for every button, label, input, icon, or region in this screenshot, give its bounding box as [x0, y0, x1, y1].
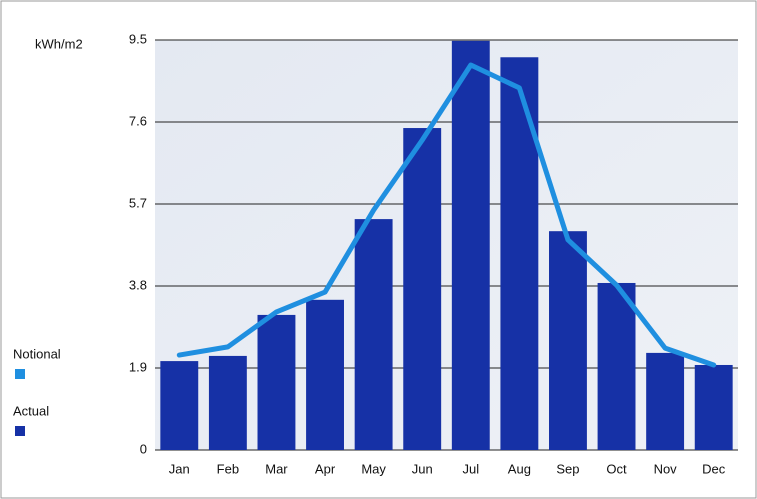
- y-tick-label: 9.5: [129, 31, 147, 46]
- legend-label: Actual: [13, 403, 49, 418]
- x-tick-label: Aug: [508, 461, 531, 476]
- bar: [403, 128, 442, 450]
- x-tick-label: May: [361, 461, 386, 476]
- bar: [257, 314, 296, 450]
- bar: [694, 364, 733, 450]
- y-tick-label: 3.8: [129, 277, 147, 292]
- bar: [500, 57, 539, 451]
- x-tick-label: Sep: [556, 461, 579, 476]
- bar: [306, 299, 344, 450]
- y-axis-label: kWh/m2: [35, 36, 83, 51]
- y-tick-label: 1.9: [129, 359, 147, 374]
- x-tick-label: Nov: [654, 461, 678, 476]
- bar: [451, 40, 490, 450]
- x-tick-label: Mar: [265, 461, 288, 476]
- bar: [597, 282, 636, 450]
- legend-swatch: [15, 369, 25, 379]
- plot-area: [155, 40, 738, 450]
- x-tick-label: Feb: [217, 461, 239, 476]
- y-tick-label: 0: [140, 441, 147, 456]
- legend-swatch: [15, 426, 25, 436]
- bar: [549, 231, 587, 450]
- x-tick-label: Apr: [315, 461, 336, 476]
- bar: [646, 352, 685, 450]
- x-tick-label: Dec: [702, 461, 726, 476]
- legend-label: Notional: [13, 346, 61, 361]
- bar: [160, 361, 199, 450]
- x-tick-label: Jan: [169, 461, 190, 476]
- x-tick-label: Jul: [462, 461, 479, 476]
- y-tick-label: 7.6: [129, 113, 147, 128]
- bar: [208, 355, 247, 450]
- x-tick-label: Jun: [412, 461, 433, 476]
- x-tick-label: Oct: [606, 461, 627, 476]
- y-tick-label: 5.7: [129, 195, 147, 210]
- line: [176, 62, 717, 368]
- bar: [354, 219, 393, 450]
